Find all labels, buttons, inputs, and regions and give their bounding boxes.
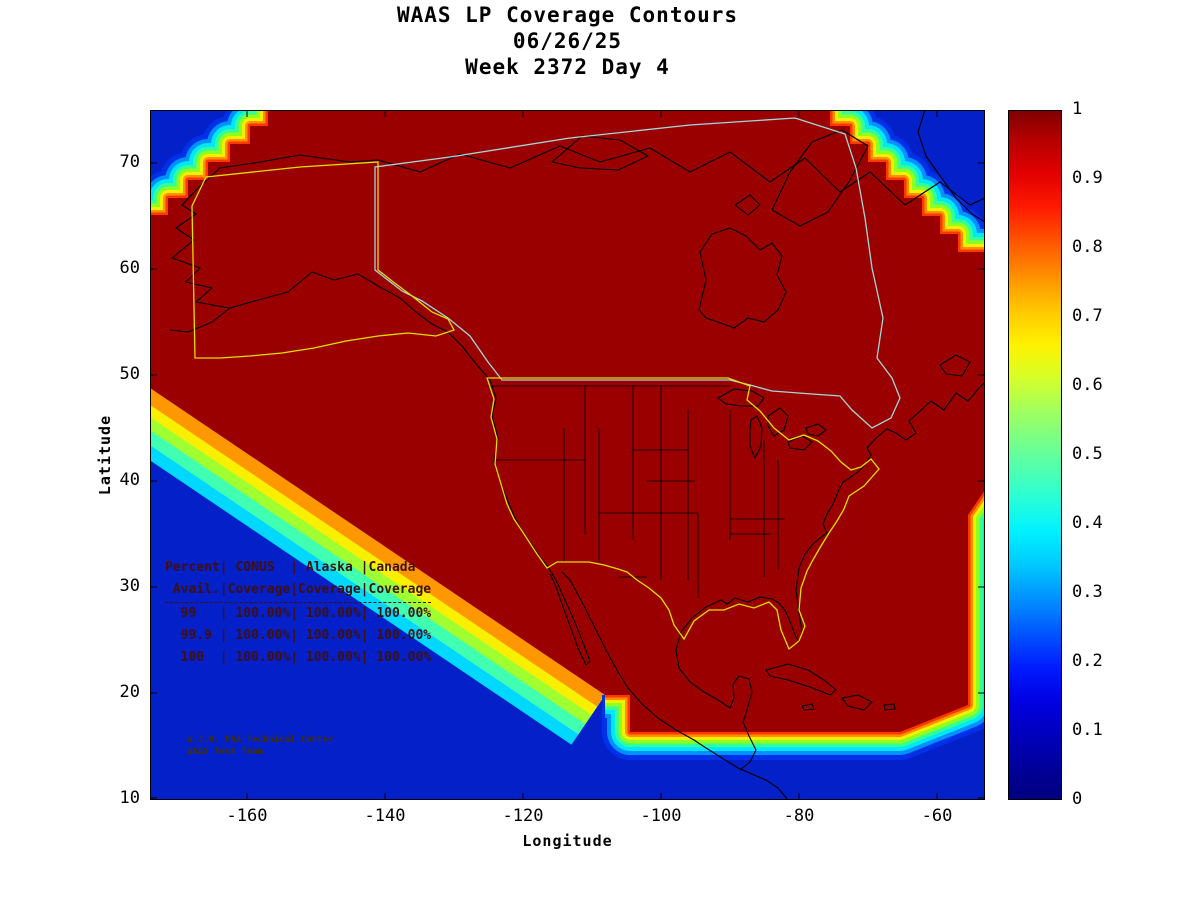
credits-line-2: WAAS Test Team bbox=[187, 747, 263, 757]
colorbar-tick-label: 1 bbox=[1072, 99, 1083, 119]
state-borders bbox=[487, 385, 785, 598]
colorbar-tick-label: 0.4 bbox=[1072, 513, 1103, 533]
availability-table-header-1: Percent| CONUS | Alaska |Canada bbox=[165, 560, 416, 575]
x-tick-label: -160 bbox=[226, 806, 268, 826]
coverage-map bbox=[116, 82, 1013, 801]
axis-tick-marks bbox=[150, 110, 985, 800]
availability-table-row: 100 | 100.00%| 100.00%| 100.00% bbox=[165, 650, 432, 665]
colorbar-tick-label: 0.9 bbox=[1072, 168, 1103, 188]
availability-table: Percent| CONUS | Alaska |Canada Avail.|C… bbox=[165, 557, 432, 669]
x-tick-label: -60 bbox=[921, 806, 953, 826]
x-tick-label: -80 bbox=[783, 806, 815, 826]
y-tick-label: 10 bbox=[119, 788, 140, 808]
x-tick-label: -100 bbox=[640, 806, 682, 826]
x-axis-label: Longitude bbox=[522, 832, 613, 850]
x-tick-label: -140 bbox=[364, 806, 406, 826]
plot-week-day: Week 2372 Day 4 bbox=[465, 55, 670, 79]
coastlines bbox=[169, 109, 986, 801]
y-tick-label: 40 bbox=[119, 470, 140, 490]
availability-table-row: 99.9 | 100.00%| 100.00%| 100.00% bbox=[165, 628, 432, 643]
colorbar-tick-label: 0.8 bbox=[1072, 237, 1103, 257]
y-tick-label: 20 bbox=[119, 682, 140, 702]
colorbar-tick-label: 0.1 bbox=[1072, 720, 1103, 740]
coverage-region bbox=[150, 110, 985, 732]
map-area bbox=[116, 82, 1013, 801]
credits-line-1: W.J.H. FAA Technical Center bbox=[187, 735, 334, 745]
plot-date: 06/26/25 bbox=[512, 29, 623, 53]
x-tick-label: -120 bbox=[502, 806, 544, 826]
colorbar-tick-label: 0.5 bbox=[1072, 444, 1103, 464]
y-tick-label: 60 bbox=[119, 258, 140, 278]
credits: W.J.H. FAA Technical Center WAAS Test Te… bbox=[187, 734, 333, 758]
colorbar-tick-label: 0.3 bbox=[1072, 582, 1103, 602]
colorbar-tick-label: 0 bbox=[1072, 789, 1083, 809]
y-tick-label: 50 bbox=[119, 364, 140, 384]
colorbar-tick-label: 0.2 bbox=[1072, 651, 1103, 671]
colorbar-tick-label: 0.6 bbox=[1072, 375, 1103, 395]
alaska-boundary bbox=[191, 161, 455, 359]
y-tick-label: 30 bbox=[119, 576, 140, 596]
canada-boundary bbox=[374, 117, 901, 429]
colorbar bbox=[1008, 110, 1062, 800]
plot-title: WAAS LP Coverage Contours bbox=[396, 3, 739, 27]
y-tick-label: 70 bbox=[119, 152, 140, 172]
availability-table-header-2: Avail.|Coverage|Coverage|Coverage bbox=[165, 579, 432, 603]
plot-border bbox=[150, 110, 985, 800]
conus-boundary bbox=[486, 377, 880, 651]
availability-table-row: 99 | 100.00%| 100.00%| 100.00% bbox=[165, 606, 432, 621]
colorbar-tick-label: 0.7 bbox=[1072, 306, 1103, 326]
